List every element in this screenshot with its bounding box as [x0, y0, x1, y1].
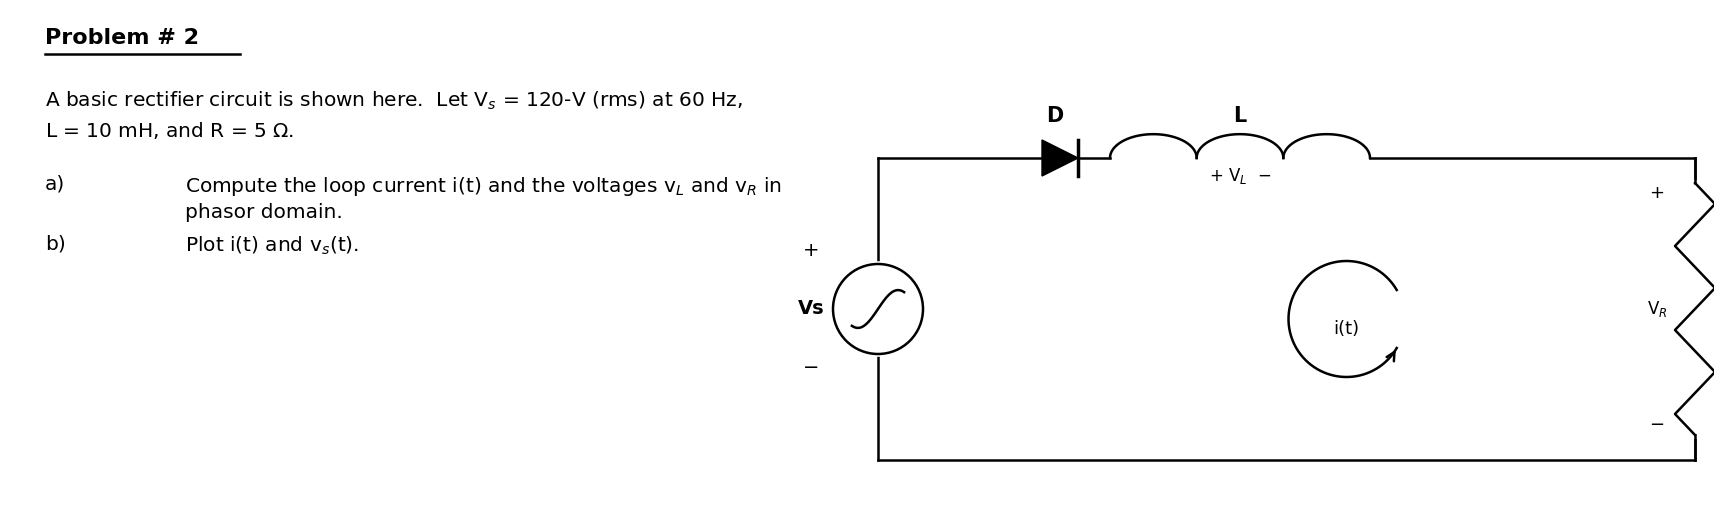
Text: a): a) — [45, 175, 65, 194]
Text: +: + — [802, 240, 819, 259]
Text: phasor domain.: phasor domain. — [185, 203, 343, 222]
Text: −: − — [802, 359, 819, 377]
Text: + V$_L$  $-$: + V$_L$ $-$ — [1208, 166, 1272, 186]
Text: L: L — [1234, 106, 1246, 126]
Text: b): b) — [45, 235, 65, 254]
Text: −: − — [1649, 416, 1664, 434]
Text: D: D — [1046, 106, 1064, 126]
Text: i(t): i(t) — [1333, 320, 1359, 338]
Text: +: + — [1649, 184, 1664, 202]
Text: V$_R$: V$_R$ — [1647, 299, 1668, 319]
Text: Compute the loop current i(t) and the voltages v$_L$ and v$_R$ in: Compute the loop current i(t) and the vo… — [185, 175, 782, 198]
Polygon shape — [1042, 140, 1078, 176]
Text: L = 10 mH, and R = 5 $\Omega$.: L = 10 mH, and R = 5 $\Omega$. — [45, 120, 295, 141]
Text: Vs: Vs — [799, 299, 824, 319]
Text: Plot i(t) and v$_s$(t).: Plot i(t) and v$_s$(t). — [185, 235, 358, 257]
Text: A basic rectifier circuit is shown here.  Let V$_s$ = 120-V (rms) at 60 Hz,: A basic rectifier circuit is shown here.… — [45, 90, 742, 112]
Text: Problem # 2: Problem # 2 — [45, 28, 199, 48]
